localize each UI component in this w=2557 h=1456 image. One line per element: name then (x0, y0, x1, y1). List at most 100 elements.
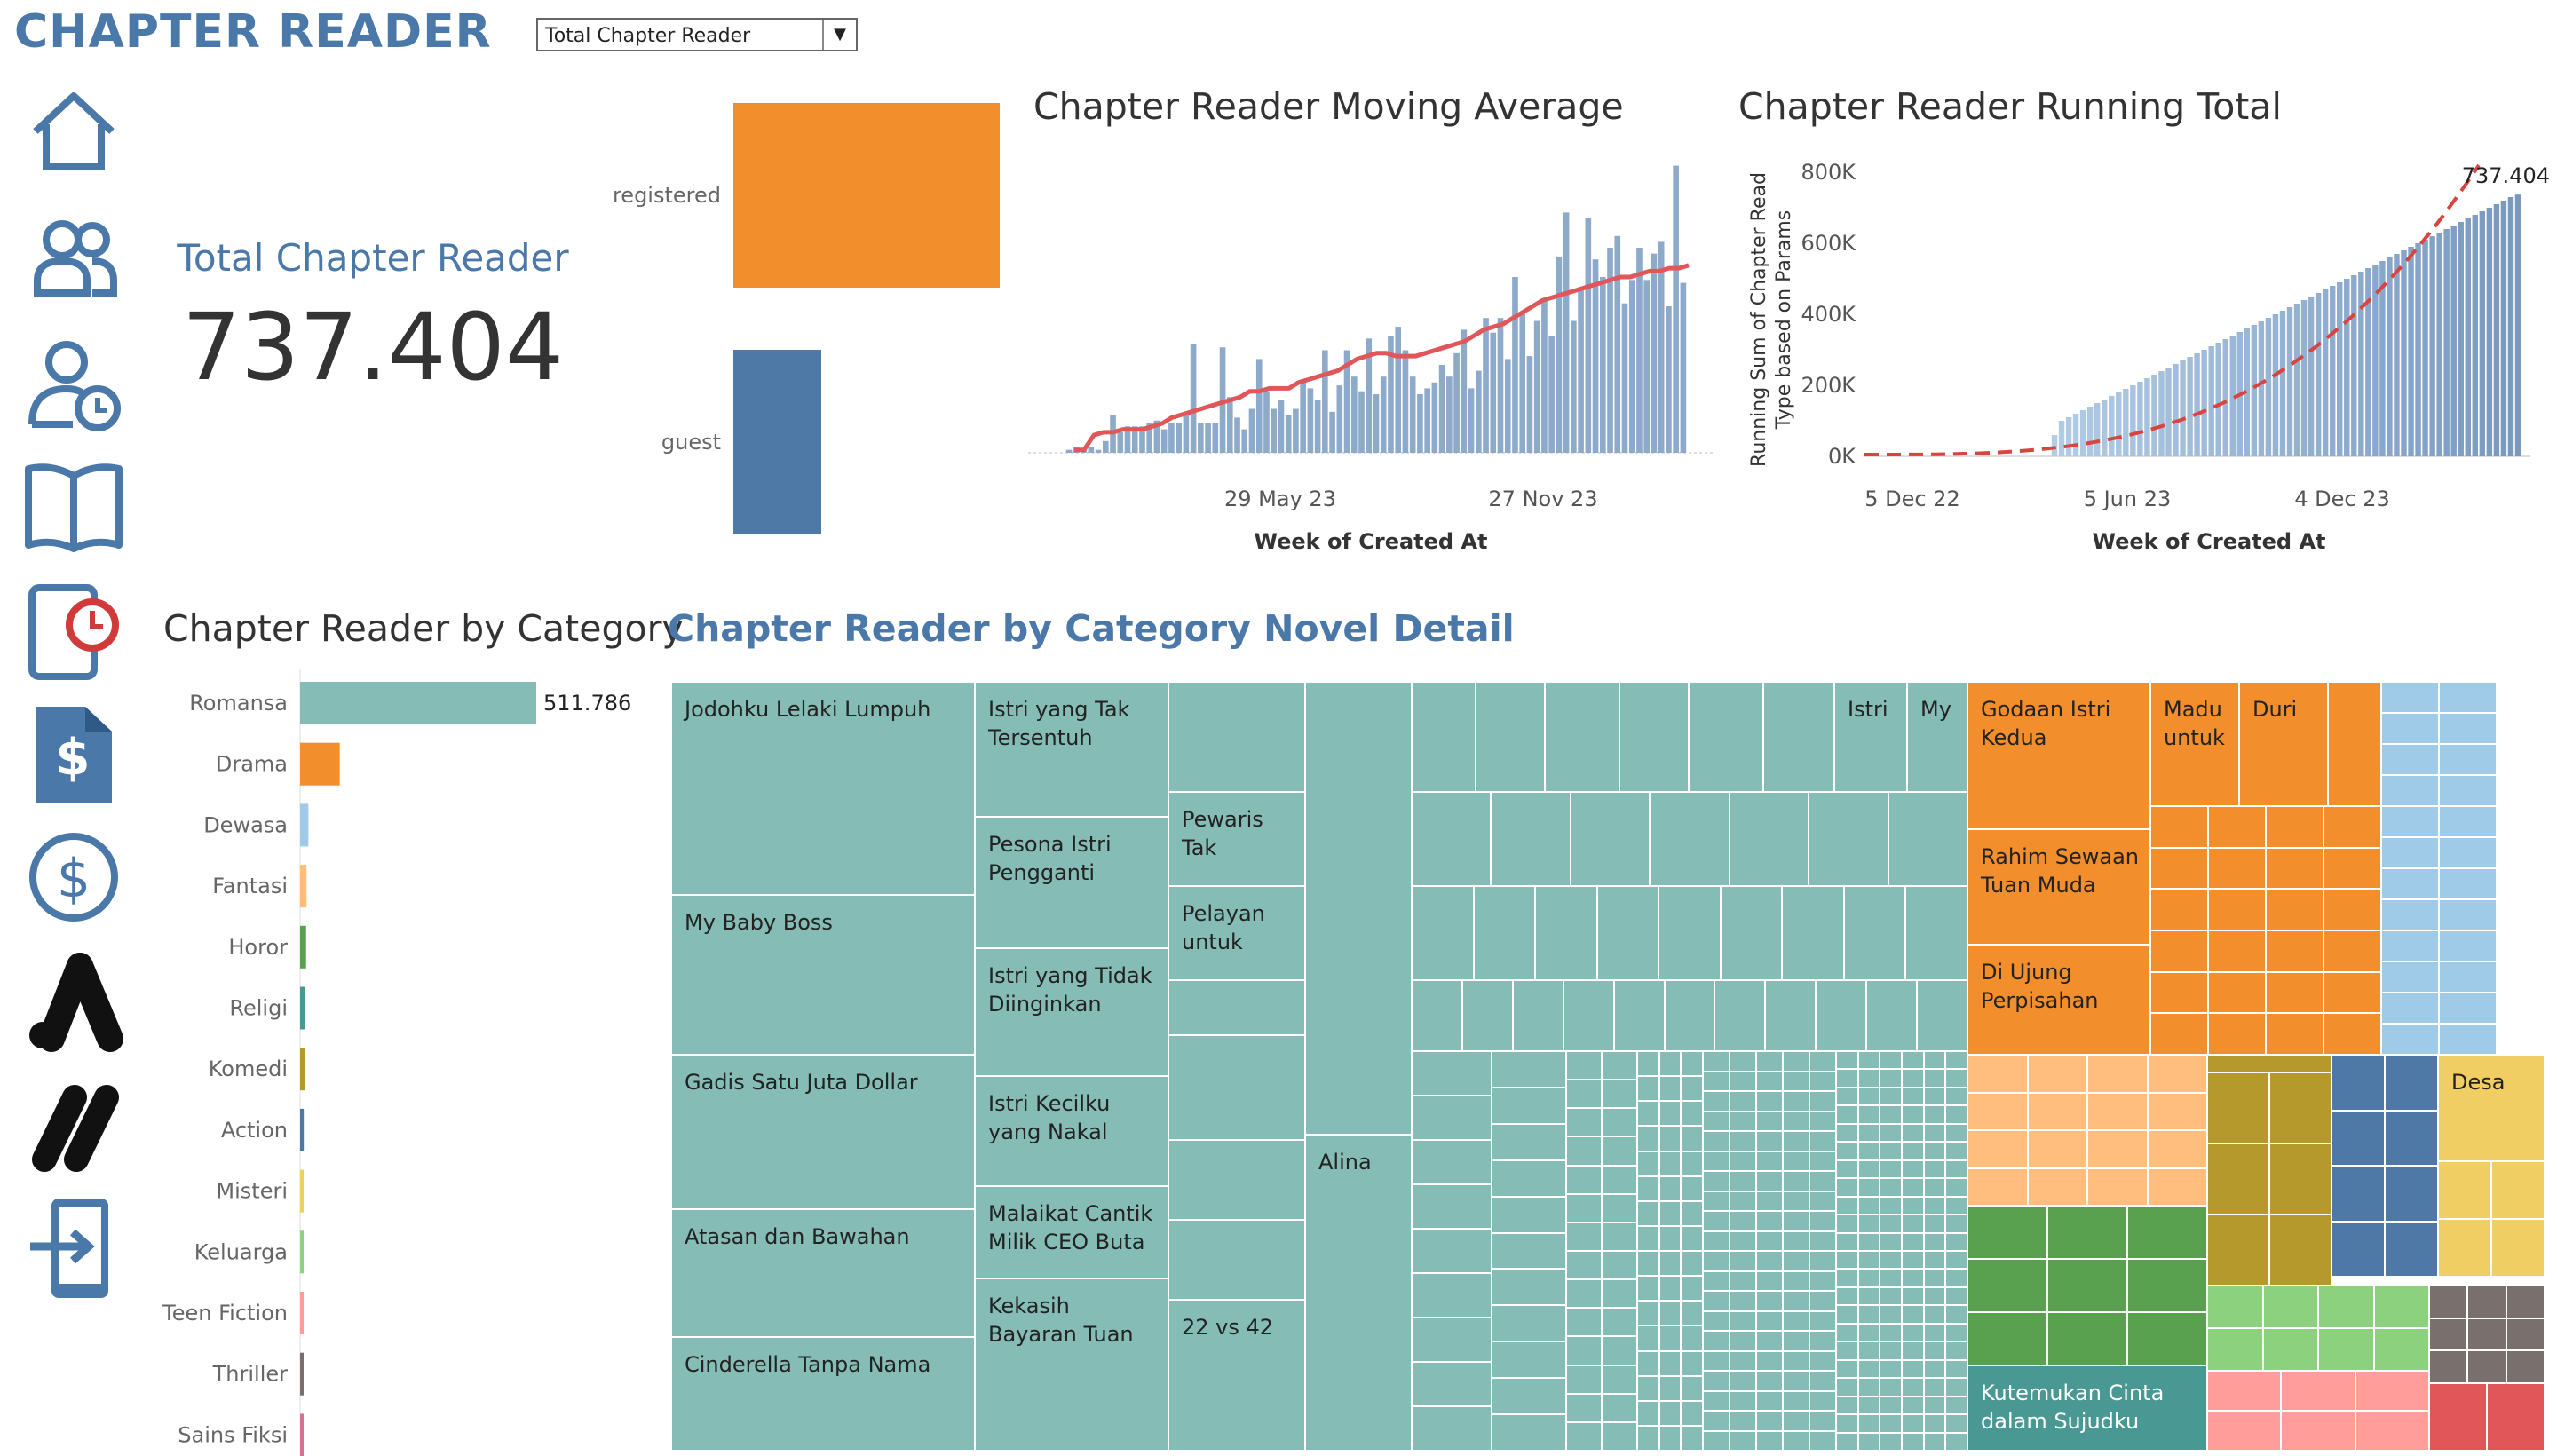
treemap-cell[interactable] (2269, 1072, 2331, 1143)
treemap-cell[interactable] (1658, 1276, 1682, 1302)
treemap-cell[interactable] (1923, 1286, 1946, 1306)
treemap-cell[interactable] (1857, 1178, 1880, 1197)
treemap-cell[interactable] (1566, 1279, 1602, 1309)
treemap-cell[interactable] (1945, 1105, 1967, 1124)
treemap-cell[interactable] (1967, 1092, 2028, 1130)
treemap-cell[interactable] (1857, 1359, 1880, 1379)
treemap-cell[interactable] (2323, 806, 2381, 848)
treemap-cell[interactable] (1902, 1396, 1924, 1415)
treemap-cell[interactable] (1880, 1142, 1902, 1160)
treemap-cell[interactable] (2027, 1092, 2087, 1130)
treemap-cell[interactable] (1473, 886, 1536, 980)
treemap-cell[interactable] (1836, 1432, 1858, 1451)
treemap-cell[interactable] (1664, 980, 1715, 1051)
treemap-cell[interactable] (1809, 1211, 1836, 1231)
treemap-cell[interactable] (1703, 1131, 1730, 1151)
treemap-cell[interactable] (1412, 1406, 1492, 1451)
treemap-cell[interactable] (1730, 1171, 1756, 1191)
treemap-cell[interactable] (1730, 1291, 1756, 1311)
treemap-cell[interactable] (1729, 792, 1809, 886)
treemap-cell[interactable] (1902, 1232, 1924, 1251)
treemap-cell[interactable] (1783, 1430, 1809, 1451)
treemap-cell[interactable] (1923, 1251, 1946, 1270)
treemap-cell[interactable] (1637, 1325, 1659, 1351)
treemap-cell[interactable] (1809, 1111, 1836, 1131)
treemap-cell[interactable] (1836, 1087, 1858, 1106)
treemap-cell[interactable] (1902, 1341, 1924, 1360)
treemap-cell[interactable] (1783, 1390, 1809, 1411)
treemap-cell[interactable] (1492, 1232, 1566, 1270)
treemap-cell[interactable] (1681, 1350, 1703, 1376)
treemap-cell[interactable] (1857, 1105, 1880, 1124)
treemap-cell[interactable] (2323, 971, 2381, 1014)
treemap-cell[interactable] (1836, 1251, 1858, 1270)
treemap-cell[interactable] (2147, 1055, 2207, 1093)
treemap-cell[interactable] (1730, 1411, 1756, 1431)
treemap-cell[interactable] (1566, 1136, 1602, 1166)
treemap-cell[interactable] (1809, 1251, 1836, 1271)
treemap-cell[interactable] (1967, 1206, 2047, 1259)
treemap-cell[interactable] (1168, 682, 1305, 792)
treemap-cell[interactable] (1412, 1140, 1492, 1184)
treemap-cell[interactable] (1650, 792, 1730, 886)
treemap-cell[interactable] (1658, 1076, 1682, 1102)
treemap-cell[interactable] (1703, 1111, 1730, 1131)
treemap-cell[interactable] (2467, 1350, 2506, 1383)
treemap-cell[interactable] (2047, 1259, 2127, 1312)
treemap-cell[interactable] (1563, 980, 1614, 1051)
treemap-cell[interactable] (1637, 1301, 1659, 1326)
treemap-cell[interactable] (1492, 1087, 1566, 1124)
treemap-cell[interactable] (1836, 1323, 1858, 1342)
treemap-cell[interactable] (1783, 1091, 1809, 1112)
treemap-cell[interactable] (1783, 1270, 1809, 1291)
treemap-cell[interactable] (1945, 1215, 1967, 1233)
treemap-cell[interactable] (1902, 1269, 1924, 1287)
treemap-cell[interactable] (1512, 980, 1563, 1051)
treemap-cell[interactable] (2087, 1092, 2148, 1130)
treemap-cell[interactable] (1566, 1421, 1602, 1451)
treemap-cell[interactable] (1923, 1178, 1946, 1197)
treemap-cell[interactable] (1681, 1301, 1703, 1326)
treemap-cell[interactable] (1730, 1111, 1756, 1131)
treemap-cell[interactable] (1756, 1151, 1783, 1171)
treemap-cell[interactable] (1783, 1171, 1809, 1191)
treemap-cell[interactable] (1836, 1069, 1858, 1088)
treemap-cell[interactable] (1945, 1286, 1967, 1306)
treemap-cell[interactable] (2355, 1411, 2429, 1451)
treemap-cell[interactable] (2208, 971, 2266, 1014)
treemap-cell[interactable] (1412, 1273, 1492, 1318)
treemap-cell[interactable] (1923, 1215, 1946, 1233)
treemap-cell[interactable] (1703, 1251, 1730, 1271)
treemap-cell[interactable] (2429, 1350, 2468, 1383)
treemap-cell[interactable] (2266, 889, 2323, 930)
treemap-cell[interactable] (2269, 1215, 2331, 1286)
treemap-cell[interactable] (1783, 1251, 1809, 1271)
treemap-cell[interactable] (2323, 847, 2381, 890)
treemap-cell[interactable] (2150, 847, 2208, 890)
treemap-cell[interactable] (1756, 1191, 1783, 1211)
treemap-cell[interactable] (2323, 889, 2381, 930)
treemap-cell[interactable]: My Baby Boss (671, 895, 975, 1055)
treemap-cell[interactable] (1783, 1051, 1809, 1072)
treemap-cell[interactable] (2208, 847, 2266, 890)
treemap-cell[interactable] (1809, 1371, 1836, 1391)
treemap-cell[interactable] (1923, 1123, 1946, 1143)
treemap-cell[interactable]: Kekasih Bayaran Tuan (975, 1278, 1168, 1451)
treemap-cell[interactable] (1658, 1151, 1682, 1176)
treemap-cell[interactable]: Atasan dan Bawahan (671, 1209, 975, 1337)
treemap-cell[interactable] (1703, 1191, 1730, 1211)
treemap-cell[interactable] (2439, 713, 2497, 744)
treemap-cell[interactable] (1923, 1396, 1946, 1415)
treemap-cell[interactable] (1619, 682, 1689, 792)
treemap-cell[interactable] (1923, 1378, 1946, 1397)
treemap-cell[interactable] (1836, 1159, 1858, 1179)
treemap-cell[interactable] (1783, 1111, 1809, 1131)
treemap-cell[interactable] (1412, 792, 1492, 886)
treemap-cell[interactable] (1880, 1341, 1902, 1360)
treemap-cell[interactable] (1756, 1171, 1783, 1191)
book-icon[interactable] (18, 453, 130, 559)
treemap-cell[interactable] (1857, 1051, 1880, 1070)
treemap-cell[interactable] (2467, 1286, 2506, 1318)
treemap-cell[interactable] (1613, 980, 1665, 1051)
treemap-cell[interactable] (1566, 1193, 1602, 1223)
